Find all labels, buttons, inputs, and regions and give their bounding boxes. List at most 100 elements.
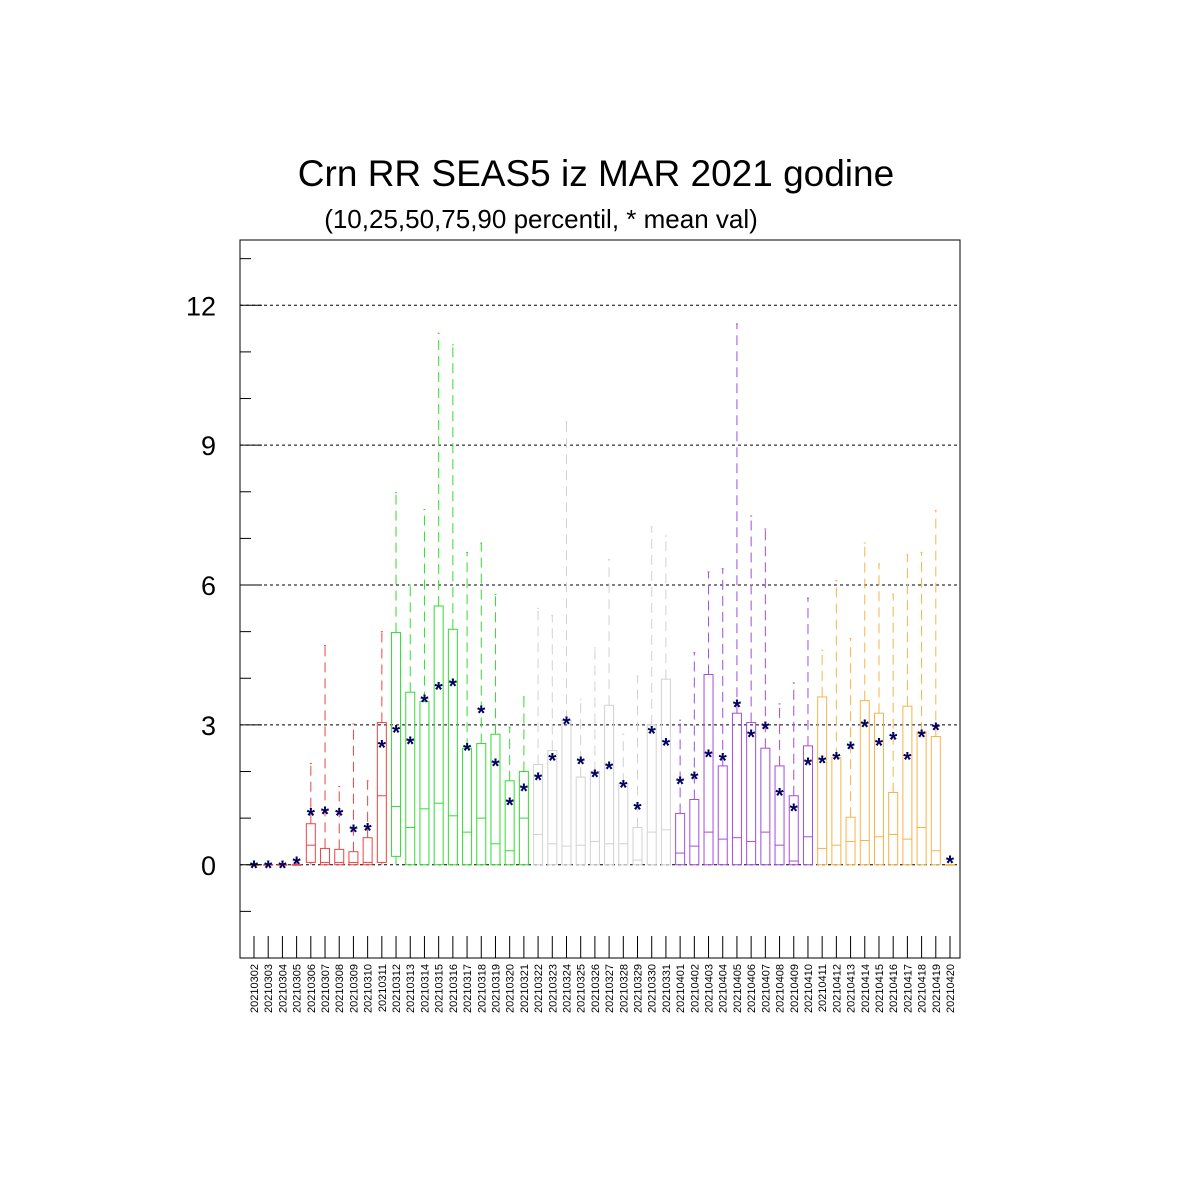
iqr-box — [462, 747, 473, 866]
x-tick-label: 20210418 — [917, 964, 929, 1013]
x-tick-label: 20210402 — [689, 964, 701, 1013]
x-tick-label: 20210325 — [576, 964, 588, 1013]
x-tick-label: 20210401 — [675, 964, 687, 1013]
iqr-box — [646, 724, 657, 866]
x-tick-label: 20210330 — [647, 964, 659, 1013]
iqr-box — [731, 712, 742, 866]
mean-marker: * — [733, 696, 742, 719]
mean-marker: * — [747, 726, 756, 749]
iqr-box — [859, 700, 870, 866]
box-20210415: * — [873, 563, 884, 866]
x-tick-label: 20210331 — [661, 964, 673, 1013]
mean-marker: * — [932, 719, 941, 742]
iqr-box — [675, 812, 686, 866]
iqr-box — [930, 736, 941, 866]
box-20210417: * — [902, 554, 913, 866]
iqr-box — [632, 826, 643, 866]
box-20210311: * — [376, 631, 387, 865]
mean-marker: * — [861, 716, 870, 739]
x-tick-label: 20210313 — [405, 964, 417, 1013]
x-tick-label: 20210409 — [789, 964, 801, 1013]
x-tick-label: 20210316 — [448, 964, 460, 1013]
x-tick-label: 20210415 — [874, 964, 886, 1013]
mean-marker: * — [534, 769, 543, 792]
x-tick-label: 20210323 — [547, 964, 559, 1013]
mean-marker: * — [335, 805, 344, 828]
iqr-box — [618, 782, 629, 866]
y-tick-label: 0 — [201, 851, 216, 881]
mean-marker: * — [491, 755, 500, 778]
x-tick-label: 20210419 — [931, 964, 943, 1013]
mean-marker: * — [761, 718, 770, 741]
x-tick-label: 20210312 — [391, 964, 403, 1013]
x-tick-label: 20210309 — [348, 964, 360, 1013]
iqr-box — [916, 731, 927, 866]
iqr-box — [391, 632, 402, 857]
x-tick-label: 20210310 — [363, 964, 375, 1013]
x-tick-label: 20210306 — [306, 964, 318, 1013]
mean-marker: * — [889, 729, 898, 752]
box-20210317: * — [462, 551, 473, 866]
iqr-box — [746, 722, 757, 866]
x-tick-label: 20210420 — [945, 964, 957, 1013]
mean-marker: * — [903, 749, 912, 772]
iqr-box — [902, 705, 913, 866]
x-tick-label: 20210403 — [704, 964, 716, 1013]
mean-marker: * — [420, 691, 429, 714]
x-tick-label: 20210327 — [604, 964, 616, 1013]
mean-marker: * — [775, 784, 784, 807]
iqr-box — [320, 847, 331, 866]
mean-marker: * — [435, 679, 444, 702]
mean-marker: * — [662, 735, 671, 758]
x-tick-label: 20210318 — [476, 964, 488, 1013]
iqr-box — [575, 776, 586, 866]
box-20210413: * — [845, 638, 856, 866]
y-tick-label: 3 — [201, 711, 216, 741]
y-tick-label: 9 — [201, 431, 216, 461]
iqr-box — [802, 745, 813, 866]
box-20210320: * — [504, 726, 515, 866]
mean-marker: * — [605, 758, 614, 781]
x-tick-label: 20210305 — [292, 964, 304, 1013]
mean-marker: * — [278, 857, 287, 880]
box-20210310: * — [362, 780, 373, 866]
box-20210316: * — [447, 344, 458, 866]
y-tick-label: 6 — [201, 571, 216, 601]
box-20210325: * — [575, 698, 586, 866]
box-20210406: * — [746, 515, 757, 866]
iqr-box — [533, 764, 544, 866]
x-tick-label: 20210406 — [746, 964, 758, 1013]
box-20210408: * — [774, 703, 785, 866]
iqr-box — [831, 757, 842, 866]
box-20210403: * — [703, 571, 714, 866]
mean-marker: * — [520, 780, 529, 803]
box-series: * * * ** * ** ****** ****** ***** ****** ** *** ****… — [249, 323, 955, 880]
box-20210319: * — [490, 593, 501, 866]
box-20210312: * — [391, 492, 402, 865]
iqr-box — [703, 674, 714, 866]
mean-marker: * — [264, 857, 273, 880]
x-tick-label: 20210404 — [718, 964, 730, 1013]
mean-marker: * — [548, 750, 557, 773]
iqr-box — [504, 780, 515, 866]
box-20210410: * — [802, 597, 813, 866]
iqr-box — [604, 704, 615, 866]
mean-marker: * — [250, 857, 259, 880]
box-20210315: * — [433, 332, 444, 866]
iqr-box — [334, 848, 345, 866]
mean-marker: * — [562, 713, 571, 736]
x-tick-label: 20210302 — [249, 964, 261, 1013]
iqr-box — [405, 691, 416, 866]
x-tick-label: 20210328 — [618, 964, 630, 1013]
x-tick-label: 20210304 — [277, 964, 289, 1013]
box-20210302: * — [249, 857, 259, 880]
x-tick-label: 20210319 — [490, 964, 502, 1013]
box-20210323: * — [547, 614, 558, 866]
mean-marker: * — [619, 777, 628, 800]
mean-marker: * — [378, 736, 387, 759]
x-tick-label: 20210307 — [320, 964, 332, 1013]
mean-marker: * — [293, 853, 302, 876]
box-20210418: * — [916, 551, 927, 866]
gridlines — [240, 304, 960, 866]
